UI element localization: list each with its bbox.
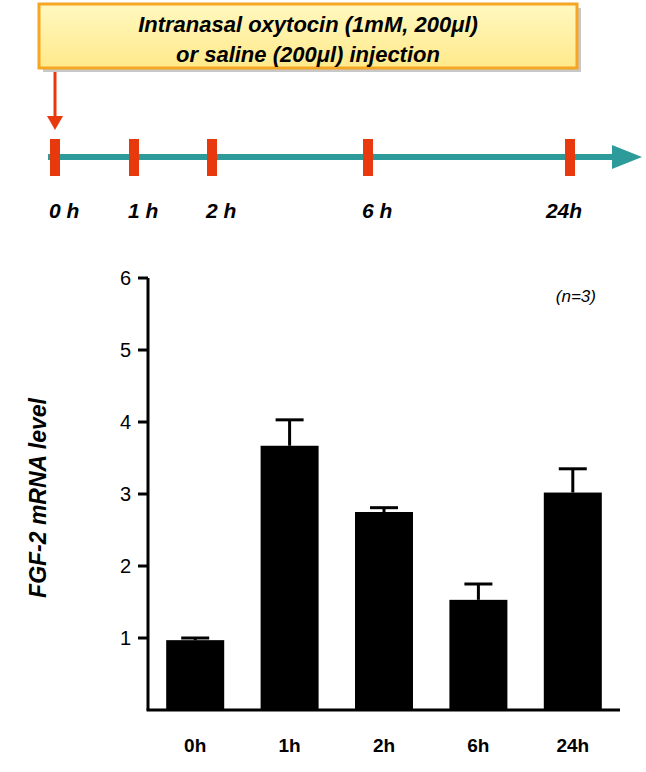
y-tick-label: 1 xyxy=(120,627,131,649)
marks xyxy=(166,420,602,710)
y-axis-label: FGF-2 mRNA level xyxy=(25,397,51,597)
time-label: 24h xyxy=(545,199,582,222)
bar xyxy=(449,600,507,710)
time-label: 6 h xyxy=(362,199,392,222)
annotation: (n=3) xyxy=(556,287,596,306)
x-axis xyxy=(147,709,621,712)
y-tick xyxy=(138,565,148,568)
canvas: Intranasal oxytocin (1mM, 200μl) or salin… xyxy=(0,0,646,772)
error-bar xyxy=(370,508,398,512)
time-tick xyxy=(50,139,60,176)
box-text: Intranasal oxytocin (1mM, 200μl) xyxy=(138,12,478,37)
bar xyxy=(166,640,224,710)
box xyxy=(39,4,577,68)
time-tick xyxy=(129,139,139,176)
y-tick-label: 3 xyxy=(120,483,131,505)
x-tick-label: 6h xyxy=(467,735,489,756)
error-cap xyxy=(370,506,398,509)
error-bar xyxy=(559,469,587,493)
error-bar xyxy=(276,420,304,446)
error-cap xyxy=(464,583,492,586)
y-tick xyxy=(138,637,148,640)
y-tick-label: 6 xyxy=(120,267,131,289)
error-stem xyxy=(288,420,291,446)
bar xyxy=(261,446,319,710)
arrow-shaft xyxy=(54,72,57,118)
y-tick-label: 2 xyxy=(120,555,131,577)
error-stem xyxy=(571,469,574,493)
error-cap xyxy=(276,418,304,421)
timeline: Intranasal oxytocin (1mM, 200μl) or salin… xyxy=(39,4,642,222)
arrow-head xyxy=(47,116,63,130)
error-cap xyxy=(559,467,587,470)
error-bar xyxy=(181,638,209,640)
y-tick xyxy=(138,349,148,352)
time-tick xyxy=(363,139,373,176)
x-tick-label: 2h xyxy=(373,735,395,756)
y-tick xyxy=(138,493,148,496)
bar xyxy=(355,512,413,710)
error-cap xyxy=(181,637,209,640)
time-tick xyxy=(565,139,575,176)
figure: Intranasal oxytocin (1mM, 200μl) or salin… xyxy=(0,0,646,772)
x-tick-label: 0h xyxy=(184,735,206,756)
chart: 1 2 3 4 5 6 0h 1h 2h 6h 24h FGF-2 mRNA level (n=3) xyxy=(25,267,620,756)
time-label: 2 h xyxy=(205,199,236,222)
time-tick xyxy=(207,139,217,176)
error-bar xyxy=(464,584,492,600)
bar xyxy=(544,493,602,710)
y-tick-label: 4 xyxy=(120,411,131,433)
error-stem xyxy=(477,584,480,600)
x-tick-label: 24h xyxy=(556,735,589,756)
x-tick-label: 1h xyxy=(279,735,301,756)
box-text: or saline (200μl) injection xyxy=(176,42,440,67)
y-tick xyxy=(138,277,148,280)
y-tick-label: 5 xyxy=(120,339,131,361)
time-arrow xyxy=(612,145,642,169)
time-label: 1 h xyxy=(128,199,158,222)
y-tick xyxy=(138,421,148,424)
time-label: 0 h xyxy=(49,199,79,222)
